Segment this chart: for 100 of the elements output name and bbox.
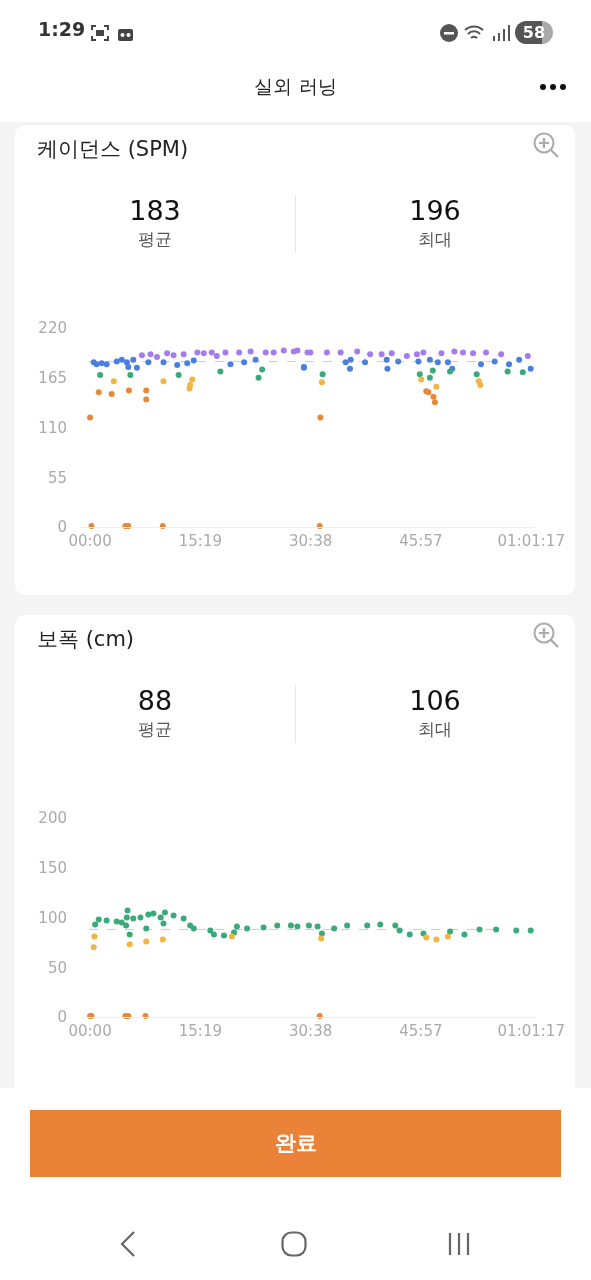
point xyxy=(154,353,161,360)
point xyxy=(123,914,130,921)
point xyxy=(418,376,425,383)
point xyxy=(126,941,133,948)
point xyxy=(110,378,117,385)
point xyxy=(478,361,484,368)
point xyxy=(364,922,371,929)
point xyxy=(130,356,137,363)
point xyxy=(125,363,132,370)
point xyxy=(180,915,187,922)
point xyxy=(260,924,267,931)
point xyxy=(91,933,98,940)
point xyxy=(527,927,534,934)
point xyxy=(403,353,410,360)
point xyxy=(430,393,437,400)
point xyxy=(270,349,277,356)
y-tick-label: 55 xyxy=(47,468,67,487)
point xyxy=(138,352,145,359)
point xyxy=(294,347,301,354)
point xyxy=(406,931,413,938)
point xyxy=(504,368,511,375)
point xyxy=(157,914,164,921)
x-tick-label: 30:38 xyxy=(288,532,333,550)
point xyxy=(444,359,451,366)
point xyxy=(147,351,154,358)
text: 1:29 xyxy=(38,18,86,40)
point xyxy=(367,351,374,358)
point xyxy=(423,934,430,941)
y-tick-label: 200 xyxy=(38,809,67,828)
point xyxy=(233,923,240,930)
point xyxy=(95,916,102,923)
point xyxy=(145,359,152,366)
point xyxy=(433,383,440,390)
point xyxy=(150,910,157,917)
point xyxy=(247,348,254,355)
point xyxy=(210,931,217,938)
point xyxy=(470,350,477,357)
point xyxy=(103,917,110,924)
point xyxy=(180,351,187,358)
point xyxy=(90,944,97,951)
point xyxy=(125,387,132,394)
point xyxy=(95,389,102,396)
x-tick-label: 01:01:17 xyxy=(497,1022,565,1040)
point xyxy=(451,348,458,355)
point xyxy=(255,374,262,381)
chart-title: 케이던스 (SPM) xyxy=(37,136,189,163)
point xyxy=(388,350,395,357)
point xyxy=(493,926,500,933)
point xyxy=(318,930,325,937)
point xyxy=(189,376,196,383)
point xyxy=(378,351,385,358)
point xyxy=(319,371,326,378)
point xyxy=(294,923,301,930)
point xyxy=(194,349,201,356)
point xyxy=(160,920,167,927)
chart-title: 보폭 (cm) xyxy=(37,626,135,653)
text: 평균 xyxy=(137,718,173,741)
point xyxy=(227,361,234,368)
point xyxy=(438,350,445,357)
point xyxy=(143,938,150,945)
point xyxy=(342,359,349,366)
point xyxy=(262,349,269,356)
point xyxy=(377,921,384,928)
point xyxy=(259,366,266,373)
point xyxy=(175,372,182,379)
point xyxy=(133,364,140,371)
point xyxy=(498,351,505,358)
point xyxy=(118,919,125,926)
text: 최대 xyxy=(417,228,453,251)
point xyxy=(433,936,440,943)
point xyxy=(447,928,454,935)
point xyxy=(123,359,130,366)
point xyxy=(317,414,324,421)
point xyxy=(280,347,287,354)
point xyxy=(420,349,427,356)
point xyxy=(127,372,134,379)
point xyxy=(473,371,480,378)
point xyxy=(395,358,402,365)
point xyxy=(444,933,451,940)
point xyxy=(431,399,438,406)
point xyxy=(164,350,171,357)
x-tick-label: 00:00 xyxy=(68,1022,112,1040)
point xyxy=(383,356,390,363)
point xyxy=(228,933,235,940)
y-tick-label: 100 xyxy=(38,908,67,927)
point xyxy=(143,925,150,932)
point xyxy=(160,378,167,385)
point xyxy=(491,358,498,365)
text: 실외 러닝 xyxy=(253,74,338,99)
point xyxy=(513,927,520,934)
point xyxy=(207,927,214,934)
point xyxy=(108,391,115,398)
x-tick-label: 30:38 xyxy=(288,1022,333,1040)
point xyxy=(413,351,420,358)
x-tick-label: 15:19 xyxy=(178,532,222,550)
point xyxy=(208,349,215,356)
point xyxy=(170,352,177,359)
point xyxy=(113,358,120,365)
point xyxy=(384,365,391,372)
point xyxy=(123,922,130,929)
